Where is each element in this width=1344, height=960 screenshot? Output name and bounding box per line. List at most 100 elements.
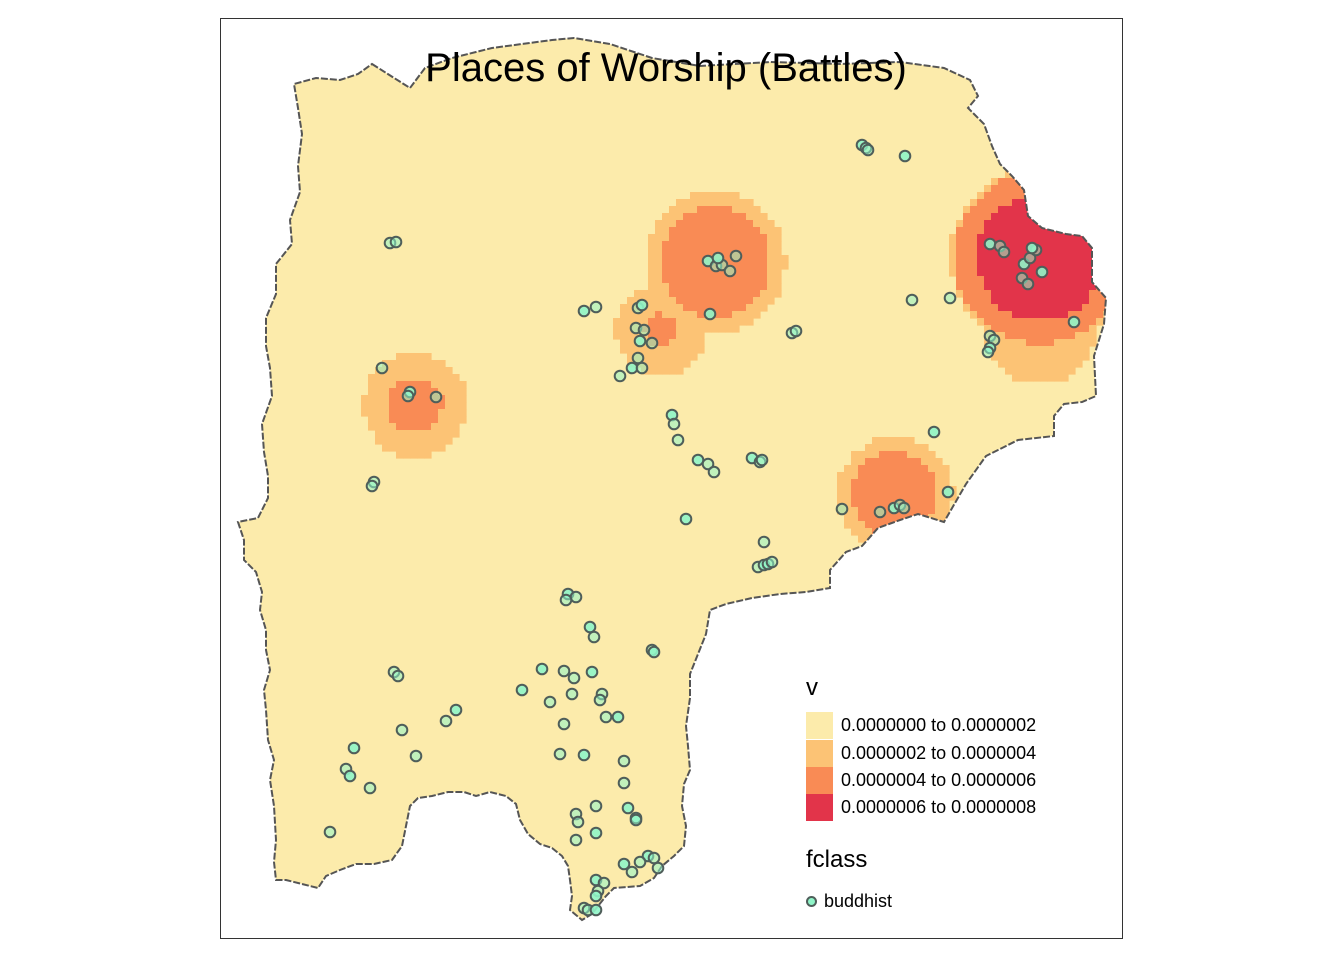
density-cell: [410, 395, 418, 403]
density-cell: [718, 290, 726, 298]
density-cell: [1082, 297, 1090, 305]
density-cell: [1019, 311, 1027, 319]
density-cell: [725, 276, 733, 284]
density-cell: [1061, 304, 1069, 312]
density-cell: [648, 248, 656, 256]
density-cell: [886, 444, 894, 452]
density-cell: [1026, 318, 1034, 326]
buddhist-point: [365, 479, 379, 493]
buddhist-point: [707, 465, 721, 479]
density-cell: [662, 234, 670, 242]
density-cell: [424, 437, 432, 445]
density-cell: [375, 402, 383, 410]
density-cell: [648, 283, 656, 291]
density-cell: [977, 276, 985, 284]
density-cell: [774, 227, 782, 235]
density-cell: [991, 325, 999, 333]
density-cell: [879, 437, 887, 445]
density-cell: [690, 346, 698, 354]
density-cell: [998, 220, 1006, 228]
density-cell: [1040, 332, 1048, 340]
density-cell: [669, 360, 677, 368]
density-cell: [1082, 276, 1090, 284]
density-cell: [1040, 325, 1048, 333]
density-cell: [872, 472, 880, 480]
buddhist-point: [633, 334, 647, 348]
density-cell: [648, 290, 656, 298]
buddhist-point: [347, 741, 361, 755]
density-cell: [424, 444, 432, 452]
density-cell: [697, 227, 705, 235]
density-cell: [655, 241, 663, 249]
density-cell: [1089, 192, 1097, 200]
density-cell: [907, 528, 915, 536]
density-cell: [1054, 318, 1062, 326]
density-cell: [753, 304, 761, 312]
density-cell: [690, 269, 698, 277]
density-cell: [648, 255, 656, 263]
density-cell: [662, 220, 670, 228]
density-cell: [1040, 353, 1048, 361]
buddhist-point: [515, 683, 529, 697]
density-cell: [837, 472, 845, 480]
density-cell: [732, 304, 740, 312]
density-cell: [1005, 269, 1013, 277]
buddhist-point: [927, 425, 941, 439]
density-cell: [445, 381, 453, 389]
density-cell: [1026, 227, 1034, 235]
density-cell: [746, 248, 754, 256]
buddhist-point: [647, 645, 661, 659]
density-cell: [452, 395, 460, 403]
density-cell: [1040, 297, 1048, 305]
density-cell: [977, 192, 985, 200]
legend-item: 0.0000000 to 0.0000002: [806, 712, 1036, 739]
density-cell: [732, 318, 740, 326]
density-cell: [683, 248, 691, 256]
density-cell: [718, 318, 726, 326]
density-cell: [459, 381, 467, 389]
density-cell: [669, 276, 677, 284]
density-cell: [746, 290, 754, 298]
density-cell: [956, 234, 964, 242]
density-cell: [970, 227, 978, 235]
density-cell: [732, 283, 740, 291]
density-cell: [676, 234, 684, 242]
density-cell: [963, 241, 971, 249]
buddhist-point: [589, 799, 603, 813]
density-cell: [620, 339, 628, 347]
density-cell: [424, 353, 432, 361]
density-cell: [1026, 325, 1034, 333]
density-cell: [368, 409, 376, 417]
density-cell: [984, 325, 992, 333]
density-cell: [1061, 339, 1069, 347]
buddhist-point: [635, 298, 649, 312]
density-cell: [1019, 318, 1027, 326]
density-cell: [935, 500, 943, 508]
density-cell: [956, 220, 964, 228]
density-cell: [865, 542, 873, 550]
density-cell: [956, 269, 964, 277]
density-cell: [655, 346, 663, 354]
density-cell: [669, 332, 677, 340]
density-cell: [1061, 255, 1069, 263]
density-cell: [900, 542, 908, 550]
density-cell: [739, 290, 747, 298]
density-cell: [851, 465, 859, 473]
density-cell: [445, 367, 453, 375]
density-cell: [963, 206, 971, 214]
density-cell: [921, 465, 929, 473]
density-cell: [676, 269, 684, 277]
density-cell: [1040, 311, 1048, 319]
density-cell: [1033, 311, 1041, 319]
density-cell: [865, 472, 873, 480]
density-cell: [753, 262, 761, 270]
density-cell: [767, 220, 775, 228]
density-cell: [368, 381, 376, 389]
density-cell: [1068, 234, 1076, 242]
density-cell: [438, 388, 446, 396]
buddhist-point: [723, 264, 737, 278]
density-cell: [1012, 360, 1020, 368]
density-cell: [361, 395, 369, 403]
density-cell: [690, 339, 698, 347]
density-cell: [970, 220, 978, 228]
